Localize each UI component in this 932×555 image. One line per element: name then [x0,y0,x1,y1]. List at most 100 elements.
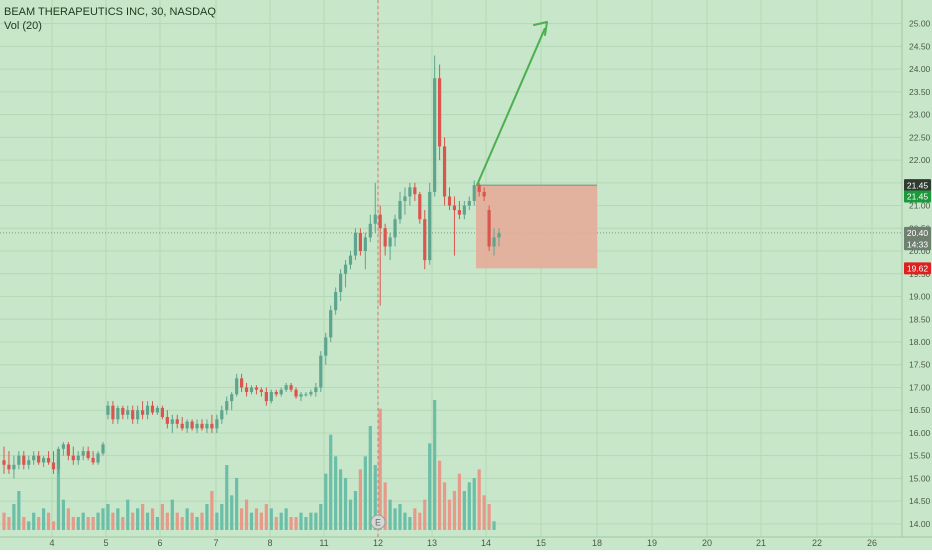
volume-bar [487,504,491,530]
volume-bar [269,508,273,530]
volume-bar [42,508,46,530]
candle-body [289,385,293,390]
candle-body [334,291,338,311]
volume-bar [170,499,174,530]
volume-bar [225,465,229,530]
candle-body [319,355,323,388]
candle-body [225,401,229,411]
candle-body [220,410,224,420]
candle-body [264,392,268,402]
x-tick-label: 26 [867,538,877,548]
volume-bar [428,443,432,530]
volume-bar [145,512,150,530]
x-tick-label: 5 [103,538,108,548]
volume-bar [452,491,457,530]
candle-body [71,455,75,461]
x-tick-label: 12 [373,538,383,548]
candle-body [329,310,333,338]
candle-body [150,405,155,413]
y-tick-label: 21.00 [909,201,931,211]
volume-bar [393,508,397,530]
volume-bar [472,478,476,530]
volume-bar [56,460,61,530]
candle-body [487,210,491,247]
candle-body [279,389,283,395]
x-tick-label: 4 [49,538,54,548]
candle-body [215,419,219,429]
volume-bar [462,491,466,530]
chart-title: BEAM THERAPEUTICS INC, 30, NASDAQ [4,6,216,18]
y-tick-label: 22.50 [909,132,931,142]
volume-bar [314,512,318,530]
price-tag-label: 21.45 [907,180,929,190]
candle-body [200,423,204,429]
volume-bar [408,517,412,530]
volume-bar [477,469,481,530]
volume-bar [423,499,427,530]
candle-body [190,421,194,429]
volume-bar [363,456,367,530]
y-tick-label: 24.00 [909,64,931,74]
volume-bar [51,521,56,530]
x-tick-label: 14 [481,538,491,548]
candle-body [383,228,387,247]
price-tag [904,238,931,251]
risk-zone-box [476,185,597,269]
volume-bar [91,517,95,530]
x-tick-label: 7 [213,538,218,548]
candle-body [210,423,214,429]
volume-bar [17,491,21,530]
candle-body [126,410,130,415]
volume-bar [284,508,288,530]
volume-bar [309,512,313,530]
candle-body [442,146,447,197]
candle-body [235,378,239,395]
candle-body [170,419,174,424]
volume-bar [150,508,155,530]
candle-body [299,394,303,397]
candle-body [96,453,100,463]
price-tag-label: 19.62 [907,264,929,274]
price-tag [904,226,931,239]
candle-body [408,187,412,197]
y-tick-label: 18.00 [909,337,931,347]
candle-body [205,423,209,429]
volume-bar [136,508,140,530]
candle-body [61,444,65,449]
y-tick-label: 16.50 [909,405,931,415]
candle-body [274,392,278,395]
candle-body [294,389,298,397]
volume-bar [185,508,189,530]
volume-bar [165,512,169,530]
y-tick-label: 25.00 [909,19,931,29]
volume-bar [433,400,437,530]
volume-bar [334,456,338,530]
x-tick-label: 21 [756,538,766,548]
volume-bar [413,508,417,530]
volume-bar [22,517,26,530]
price-tag-label: 20.40 [907,228,929,238]
y-tick-label: 14.00 [909,519,931,529]
candle-body [160,407,164,418]
candle-body [81,451,85,456]
candle-body [244,387,249,393]
volume-bar [348,499,353,530]
volume-bar [244,499,249,530]
x-tick-label: 19 [647,538,657,548]
volume-bar [254,508,259,530]
price-tag [904,190,931,203]
candle-body [46,457,51,463]
volume-bar [339,469,343,530]
price-tag [904,179,931,192]
candle-body [7,464,11,470]
candle-body [141,410,145,415]
candle-body [447,196,452,206]
candle-body [76,455,80,461]
candle-body [12,464,16,470]
volume-bar [259,512,263,530]
volume-bar [457,473,461,530]
candle-body [433,78,437,192]
volume-bar [121,517,125,530]
